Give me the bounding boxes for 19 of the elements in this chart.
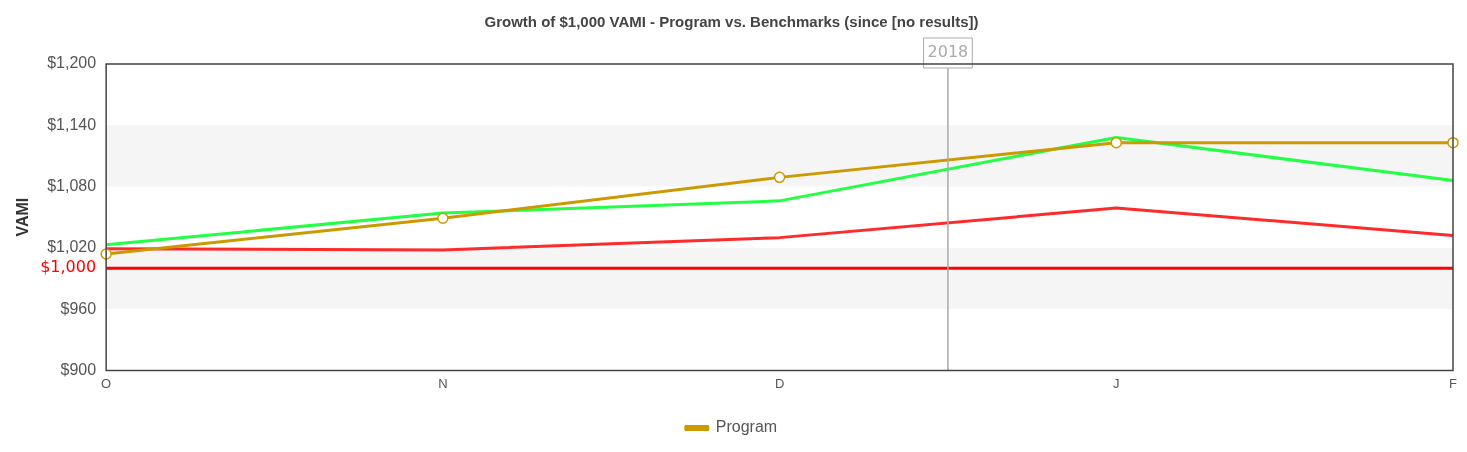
point [773,171,786,184]
y-tick-label: $1,140 [47,115,97,133]
x-tick-label: J [1113,375,1120,391]
y-tick-label: $960 [60,299,97,317]
y-tick-label: $900 [60,360,97,378]
y-tick-label: $1,080 [47,176,97,194]
x-tick-label: N [438,375,448,391]
ref-line-label: $1,000 [40,257,97,277]
x-tick-label: D [774,375,785,391]
x-tick-label: O [101,375,112,391]
chart-title: Growth of $1,000 VAMI - Program vs. Benchmarks (since [no results]) [484,13,979,31]
text: 2018 [927,42,969,62]
legend-label: Program [715,418,778,436]
y-tick-label: $1,020 [47,238,97,256]
y-axis-title: VAMI [14,197,32,237]
point [1110,136,1123,149]
point [437,212,449,224]
x-tick-label: F [1449,375,1458,391]
y-tick-label: $1,200 [47,54,97,72]
